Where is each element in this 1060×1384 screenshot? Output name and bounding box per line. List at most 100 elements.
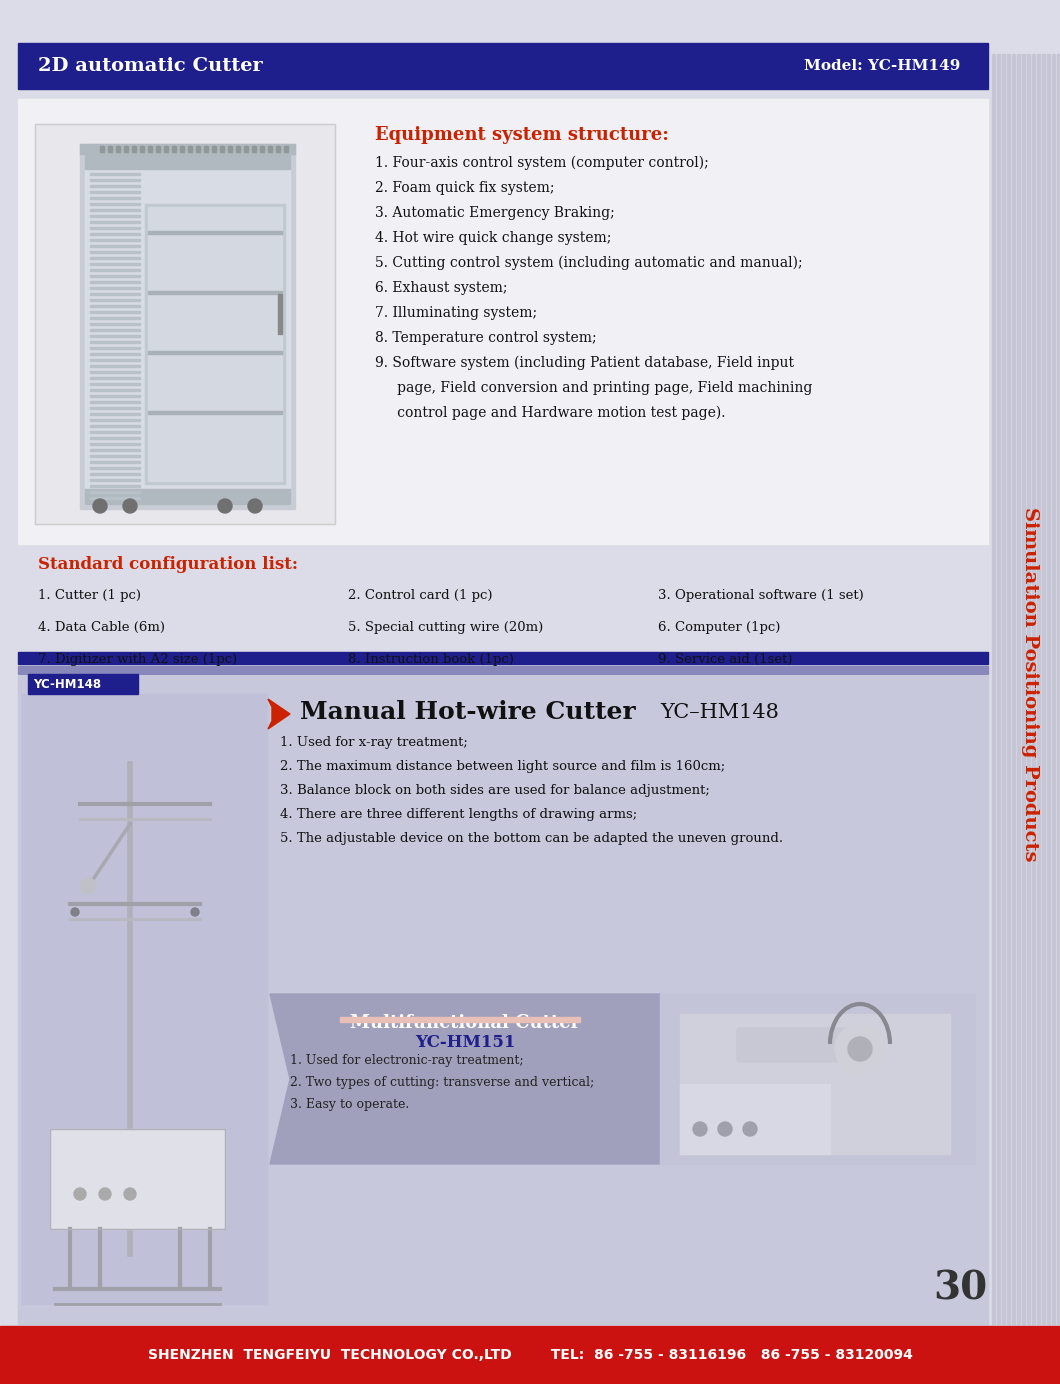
Bar: [0, 1326, 1060, 1384]
Text: Standard configuration list:: Standard configuration list:: [38, 556, 298, 573]
Bar: [284, 145, 288, 152]
Bar: [1017, 54, 1020, 1324]
Bar: [204, 145, 208, 152]
Text: 2. Two types of cutting: transverse and vertical;: 2. Two types of cutting: transverse and …: [290, 1075, 595, 1089]
Bar: [132, 145, 136, 152]
Bar: [992, 54, 995, 1324]
Circle shape: [123, 500, 137, 513]
Bar: [90, 215, 140, 217]
Text: 2. Foam quick fix system;: 2. Foam quick fix system;: [375, 181, 554, 195]
Bar: [90, 251, 140, 253]
Text: 30: 30: [933, 1271, 987, 1308]
Bar: [90, 383, 140, 385]
Bar: [252, 145, 257, 152]
Circle shape: [743, 1122, 757, 1136]
Text: 1. Used for x-ray treatment;: 1. Used for x-ray treatment;: [280, 736, 467, 749]
Bar: [278, 293, 282, 334]
Bar: [148, 145, 152, 152]
Bar: [1047, 54, 1050, 1324]
Bar: [90, 340, 140, 343]
Bar: [80, 144, 295, 154]
Bar: [90, 317, 140, 318]
Bar: [1027, 54, 1030, 1324]
Circle shape: [80, 877, 96, 894]
Bar: [18, 100, 988, 544]
Bar: [90, 209, 140, 210]
Bar: [108, 145, 112, 152]
Text: 2. The maximum distance between light source and film is 160cm;: 2. The maximum distance between light so…: [280, 760, 725, 774]
Bar: [90, 466, 140, 469]
Bar: [188, 145, 192, 152]
Bar: [18, 675, 988, 1324]
Text: 1. Used for electronic-ray treatment;: 1. Used for electronic-ray treatment;: [290, 1055, 524, 1067]
Bar: [90, 371, 140, 374]
Bar: [220, 145, 224, 152]
Text: 3. Automatic Emergency Braking;: 3. Automatic Emergency Braking;: [375, 206, 615, 220]
Text: Equipment system structure:: Equipment system structure:: [375, 126, 669, 144]
Polygon shape: [268, 699, 290, 729]
Bar: [90, 239, 140, 241]
Bar: [90, 412, 140, 415]
Circle shape: [848, 1037, 872, 1062]
Bar: [90, 203, 140, 205]
Text: 3. Operational software (1 set): 3. Operational software (1 set): [658, 590, 864, 602]
Bar: [260, 145, 264, 152]
Text: YC-HM151: YC-HM151: [414, 1034, 515, 1050]
Bar: [90, 491, 140, 493]
Text: 6. Computer (1pc): 6. Computer (1pc): [658, 621, 780, 634]
Bar: [90, 430, 140, 433]
Bar: [90, 443, 140, 446]
Bar: [90, 304, 140, 307]
Text: page, Field conversion and printing page, Field machining: page, Field conversion and printing page…: [384, 381, 812, 394]
Bar: [0, 0, 990, 54]
Bar: [22, 693, 267, 1304]
Bar: [90, 257, 140, 259]
Text: 7. Digitizer with A2 size (1pc): 7. Digitizer with A2 size (1pc): [38, 653, 237, 666]
Bar: [244, 145, 248, 152]
Bar: [90, 311, 140, 313]
Bar: [18, 652, 988, 664]
Bar: [90, 365, 140, 367]
Bar: [90, 401, 140, 403]
Bar: [90, 179, 140, 181]
Circle shape: [693, 1122, 707, 1136]
Circle shape: [191, 908, 199, 916]
Bar: [90, 275, 140, 277]
Bar: [90, 185, 140, 187]
Bar: [236, 145, 240, 152]
Bar: [50, 1129, 225, 1229]
Bar: [90, 484, 140, 487]
Bar: [90, 245, 140, 246]
Text: 9. Software system (including Patient database, Field input: 9. Software system (including Patient da…: [375, 356, 794, 371]
Bar: [90, 376, 140, 379]
Text: 5. Cutting control system (including automatic and manual);: 5. Cutting control system (including aut…: [375, 256, 802, 270]
Bar: [100, 145, 104, 152]
Bar: [148, 208, 282, 482]
Bar: [196, 145, 200, 152]
Text: 1. Four-axis control system (computer control);: 1. Four-axis control system (computer co…: [375, 156, 709, 170]
Bar: [681, 1014, 950, 1154]
Bar: [164, 145, 167, 152]
Bar: [90, 329, 140, 331]
Text: Model: YC-HM149: Model: YC-HM149: [803, 60, 960, 73]
Text: SHENZHEN  TENGFEIYU  TECHNOLOGY CO.,LTD        TEL:  86 -755 - 83116196   86 -75: SHENZHEN TENGFEIYU TECHNOLOGY CO.,LTD TE…: [147, 1348, 913, 1362]
Bar: [681, 1084, 830, 1154]
Bar: [180, 145, 184, 152]
Text: 7. Illuminating system;: 7. Illuminating system;: [375, 306, 537, 320]
Text: 4. Data Cable (6m): 4. Data Cable (6m): [38, 621, 165, 634]
Circle shape: [718, 1122, 732, 1136]
Bar: [1042, 54, 1045, 1324]
Bar: [145, 203, 285, 484]
Bar: [35, 125, 335, 525]
Bar: [228, 145, 232, 152]
Bar: [90, 479, 140, 482]
Bar: [124, 145, 128, 152]
Text: 4. Hot wire quick change system;: 4. Hot wire quick change system;: [375, 231, 612, 245]
Circle shape: [99, 1187, 111, 1200]
Bar: [90, 358, 140, 361]
Bar: [18, 666, 988, 674]
Text: Multifunctional Cutter: Multifunctional Cutter: [350, 1014, 580, 1032]
Bar: [276, 145, 280, 152]
Bar: [148, 352, 282, 354]
Bar: [90, 286, 140, 289]
